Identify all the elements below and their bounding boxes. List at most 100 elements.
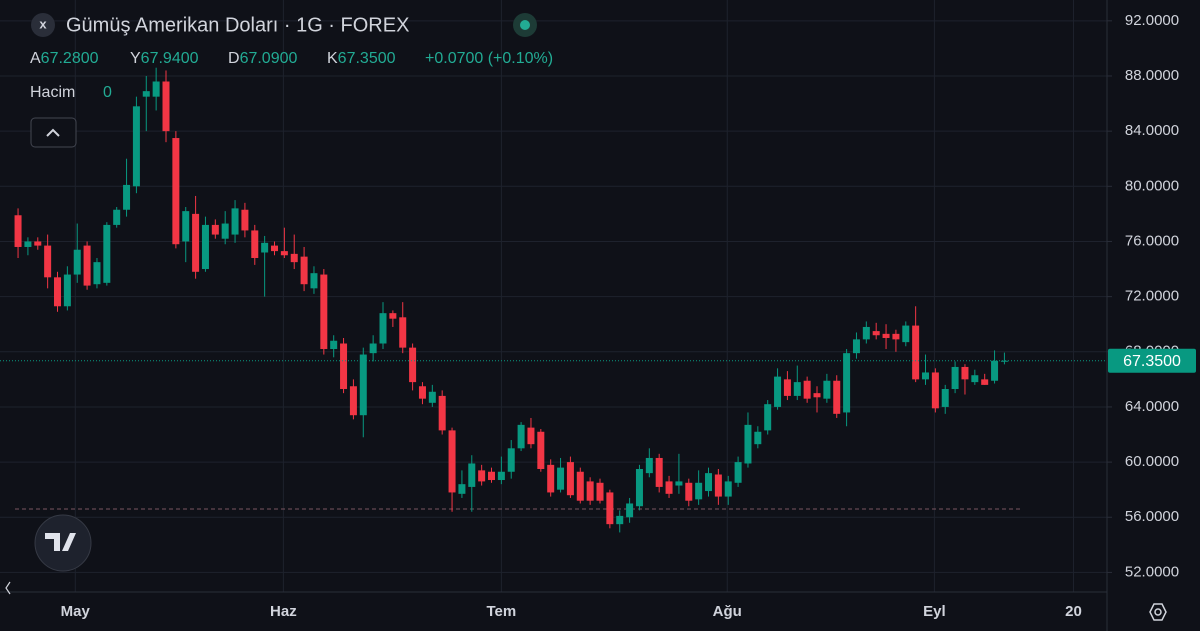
- candle-body: [14, 215, 22, 247]
- candle-body: [379, 313, 387, 344]
- symbol-title: Gümüş Amerikan Doları · 1G · FOREX: [66, 14, 409, 36]
- candle-body: [448, 430, 456, 493]
- candle-body: [586, 481, 594, 501]
- settings-button[interactable]: [1149, 603, 1167, 621]
- candle-body: [73, 249, 81, 275]
- candle-body: [152, 81, 160, 97]
- candle-body: [823, 380, 831, 399]
- candle-body: [1000, 360, 1008, 362]
- close-button[interactable]: [31, 13, 55, 37]
- candle-body: [182, 211, 190, 242]
- ohlc-value: 67.0900: [240, 50, 298, 67]
- candle-body: [675, 481, 683, 486]
- candle-body: [803, 380, 811, 399]
- candle-body: [290, 253, 298, 263]
- candle-body: [892, 333, 900, 340]
- scroll-left[interactable]: [5, 581, 11, 595]
- candle-body: [359, 354, 367, 416]
- candle-body: [34, 241, 42, 246]
- candle-body: [221, 223, 229, 239]
- change: +0.0700 (+0.10%): [425, 50, 553, 67]
- candle-body: [369, 343, 377, 354]
- candle-body: [389, 313, 397, 319]
- candle-body: [971, 375, 979, 383]
- candle-body: [142, 91, 150, 97]
- candle-body: [931, 372, 939, 409]
- candle-body: [330, 340, 338, 350]
- candle-body: [645, 457, 653, 474]
- candle-body: [833, 380, 841, 414]
- candle-body: [300, 256, 308, 285]
- candle-body: [497, 471, 505, 481]
- candle-body: [271, 245, 279, 252]
- candle-body: [764, 404, 772, 431]
- candle-body: [488, 471, 496, 481]
- y-tick-label: 88.0000: [1125, 67, 1179, 84]
- y-tick-label: 92.0000: [1125, 12, 1179, 29]
- candle-body: [349, 386, 357, 416]
- x-tick-label: Ağu: [713, 603, 742, 620]
- y-tick-label: 80.0000: [1125, 177, 1179, 194]
- y-tick-label: 60.0000: [1125, 453, 1179, 470]
- candle-body: [557, 467, 565, 490]
- candle-body: [517, 424, 525, 449]
- candle-body: [635, 468, 643, 507]
- candle-body: [192, 213, 200, 272]
- candle-body: [626, 503, 634, 518]
- candle-body: [872, 331, 880, 336]
- candle-body: [774, 376, 782, 407]
- candle-body: [428, 391, 436, 403]
- candle-body: [44, 245, 52, 278]
- x-tick-label: May: [61, 603, 91, 620]
- ohlc-value: 67.9400: [141, 50, 199, 67]
- candle-body: [123, 184, 131, 210]
- volume-value: 0: [103, 84, 112, 101]
- candle-body: [113, 209, 121, 225]
- ohlc-legend: A67.2800 Y67.9400 D67.0900 K67.3500 +0.0700 …: [30, 50, 553, 67]
- candle-body: [882, 333, 890, 338]
- ohlc-key: Y: [130, 50, 141, 67]
- candle-body: [63, 274, 71, 307]
- candle-body: [981, 379, 989, 385]
- candle-body: [54, 277, 62, 307]
- axes: 52.000056.000060.000064.000068.000072.00…: [61, 12, 1196, 620]
- y-tick-label: 72.0000: [1125, 288, 1179, 305]
- collapse-button[interactable]: [30, 117, 77, 148]
- candle-body: [251, 230, 259, 259]
- candle-body: [468, 463, 476, 487]
- candle-body: [172, 138, 180, 245]
- candle-body: [231, 208, 239, 235]
- last-price-label: 67.3500: [1123, 353, 1181, 370]
- candle-body: [24, 241, 32, 247]
- ohlc-key: A: [30, 50, 41, 67]
- candle-body: [310, 273, 318, 289]
- candle-body: [162, 81, 170, 132]
- candle-body: [941, 389, 949, 407]
- logo[interactable]: [34, 514, 92, 572]
- candle-body: [132, 106, 140, 187]
- candle-body: [606, 492, 614, 525]
- candle-body: [813, 393, 821, 398]
- y-tick-label: 76.0000: [1125, 232, 1179, 249]
- candle-body: [93, 262, 101, 285]
- x-tick-label: Tem: [487, 603, 517, 620]
- candle-body: [912, 325, 920, 380]
- candle-body: [547, 464, 555, 493]
- candle-body: [409, 347, 417, 383]
- candle-body: [961, 366, 969, 380]
- collapse-icon: [46, 128, 60, 137]
- close-icon: x: [39, 16, 47, 31]
- y-tick-label: 56.0000: [1125, 508, 1179, 525]
- candle-body: [714, 474, 722, 497]
- candle-body: [616, 515, 624, 525]
- candle-body: [458, 484, 466, 494]
- x-tick-label: Haz: [270, 603, 297, 620]
- candle-body: [340, 343, 348, 390]
- ohlc-key: D: [228, 50, 240, 67]
- candle-body: [103, 224, 111, 283]
- candle-body: [734, 462, 742, 483]
- candle-body: [261, 242, 269, 253]
